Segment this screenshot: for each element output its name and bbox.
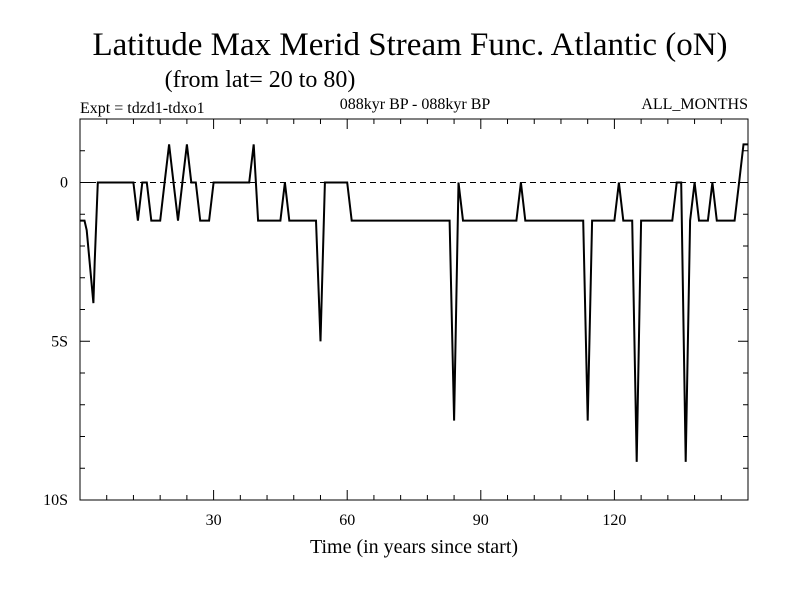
x-tick-label: 120: [602, 512, 626, 529]
x-tick-label: 30: [206, 512, 222, 529]
y-tick-label: 0: [60, 175, 68, 192]
plot-area: 30 60 90 120 0 5S 10S: [43, 118, 749, 529]
x-axis-label: Time (in years since start): [310, 536, 518, 558]
plot-frame: [79, 118, 749, 501]
chart-title: Latitude Max Merid Stream Func. Atlantic…: [92, 27, 727, 63]
chart-subtitle: (from lat= 20 to 80): [165, 67, 356, 93]
y-tick-label: 5S: [51, 333, 68, 350]
x-tick-label: 90: [473, 512, 489, 529]
experiment-label: Expt = tdzd1-tdxo1: [80, 100, 205, 117]
months-label: ALL_MONTHS: [641, 96, 748, 113]
period-label: 088kyr BP - 088kyr BP: [340, 96, 491, 113]
series-line: [80, 143, 748, 462]
y-tick-label: 10S: [43, 492, 68, 509]
x-tick-label: 60: [339, 512, 355, 529]
